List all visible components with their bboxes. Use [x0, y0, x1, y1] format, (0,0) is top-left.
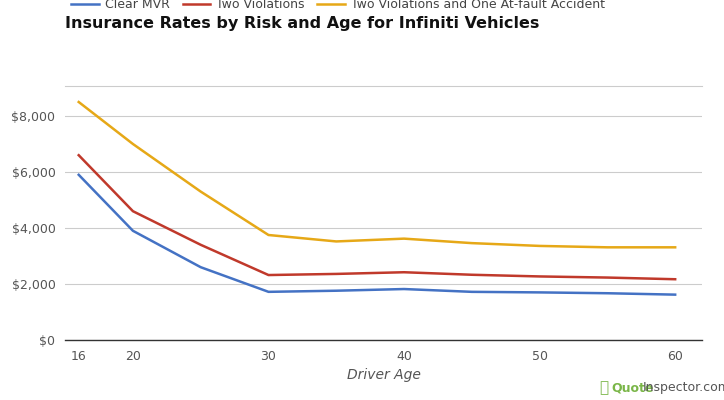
Legend: Clear MVR, Two Violations, Two Violations and One At-fault Accident: Clear MVR, Two Violations, Two Violation…: [72, 0, 605, 12]
Text: Inspector.com: Inspector.com: [642, 381, 724, 394]
Two Violations: [400, 270, 408, 275]
Clear MVR: [75, 172, 83, 177]
Two Violations and One At-fault Accident: [75, 100, 83, 104]
Clear MVR: [264, 290, 273, 294]
Text: Quote: Quote: [612, 381, 654, 394]
Two Violations and One At-fault Accident: [468, 241, 476, 246]
Clear MVR: [332, 288, 340, 293]
Two Violations: [535, 274, 544, 279]
Clear MVR: [400, 287, 408, 292]
Two Violations: [671, 277, 680, 282]
Two Violations and One At-fault Accident: [332, 239, 340, 244]
Clear MVR: [196, 265, 205, 270]
Line: Clear MVR: Clear MVR: [79, 175, 675, 295]
Two Violations and One At-fault Accident: [196, 189, 205, 194]
Text: Insurance Rates by Risk and Age for Infiniti Vehicles: Insurance Rates by Risk and Age for Infi…: [65, 16, 539, 31]
Two Violations: [75, 153, 83, 158]
Clear MVR: [468, 290, 476, 294]
Two Violations: [332, 272, 340, 276]
Two Violations: [196, 242, 205, 247]
Clear MVR: [129, 228, 138, 233]
Clear MVR: [535, 290, 544, 295]
Two Violations and One At-fault Accident: [264, 232, 273, 237]
Clear MVR: [603, 291, 612, 296]
Line: Two Violations: Two Violations: [79, 155, 675, 279]
Two Violations: [468, 272, 476, 277]
X-axis label: Driver Age: Driver Age: [347, 368, 421, 382]
Two Violations: [603, 275, 612, 280]
Text: Ⓢ: Ⓢ: [599, 380, 608, 396]
Two Violations and One At-fault Accident: [603, 245, 612, 250]
Two Violations: [129, 209, 138, 214]
Clear MVR: [671, 292, 680, 297]
Two Violations and One At-fault Accident: [129, 142, 138, 146]
Two Violations: [264, 273, 273, 278]
Two Violations and One At-fault Accident: [535, 244, 544, 248]
Two Violations and One At-fault Accident: [671, 245, 680, 250]
Line: Two Violations and One At-fault Accident: Two Violations and One At-fault Accident: [79, 102, 675, 247]
Two Violations and One At-fault Accident: [400, 236, 408, 241]
